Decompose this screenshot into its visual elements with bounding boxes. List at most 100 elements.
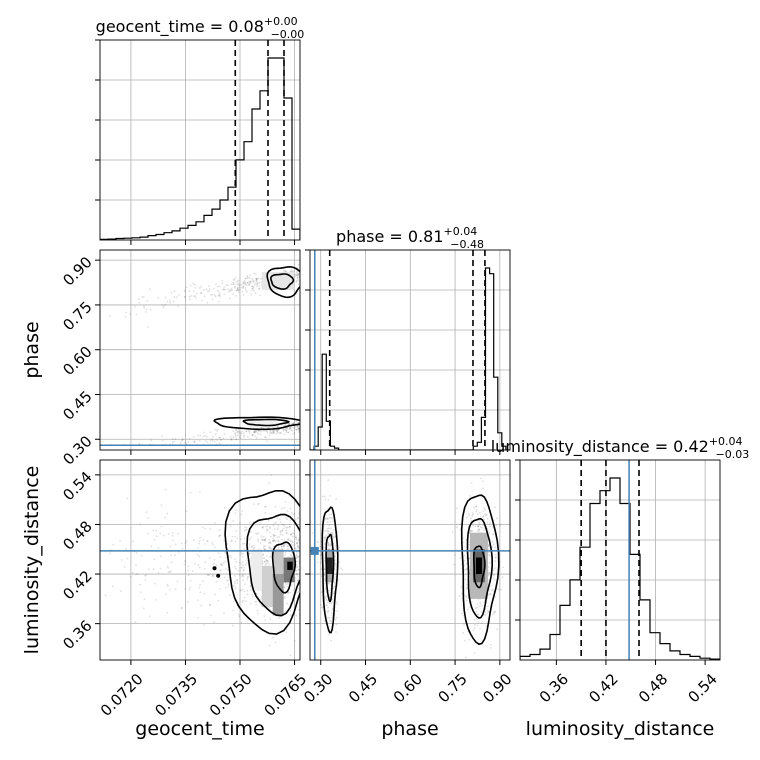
sample-point <box>331 614 334 616</box>
sample-point <box>478 528 480 531</box>
sample-point <box>224 568 227 570</box>
sample-point <box>324 529 327 532</box>
sample-point <box>335 565 338 568</box>
sample-point <box>239 437 242 440</box>
sample-point <box>477 525 480 528</box>
sample-point <box>289 533 292 536</box>
sample-point <box>187 565 190 568</box>
sample-point <box>219 436 221 439</box>
sample-point <box>338 546 340 549</box>
sample-point <box>149 288 152 291</box>
sample-point <box>239 522 241 524</box>
sample-point <box>245 562 248 564</box>
sample-point <box>266 431 269 434</box>
sample-point <box>251 277 254 280</box>
sample-point <box>236 537 238 540</box>
sample-point <box>155 599 158 601</box>
sample-point <box>232 430 235 432</box>
sample-point <box>269 430 271 433</box>
sample-point <box>166 583 169 586</box>
sample-point <box>281 529 284 532</box>
sample-point <box>98 302 100 304</box>
sample-point <box>484 513 486 515</box>
sample-point <box>176 296 178 298</box>
sample-point <box>277 528 279 531</box>
sample-point <box>297 426 299 429</box>
sample-point <box>230 554 232 557</box>
sample-point <box>479 520 481 522</box>
sample-point <box>203 295 206 298</box>
sample-point <box>295 591 298 594</box>
sample-point <box>231 609 234 612</box>
sample-point <box>473 506 475 509</box>
samples-geocent_time-phase <box>98 264 300 446</box>
sample-point <box>157 296 160 299</box>
sample-point <box>272 545 275 548</box>
sample-point <box>291 270 294 272</box>
sample-point <box>483 518 486 521</box>
sample-point <box>264 525 267 528</box>
sample-point <box>492 577 495 580</box>
sample-point <box>221 279 223 282</box>
sample-point <box>241 552 244 555</box>
sample-point <box>219 556 222 558</box>
sample-point <box>225 579 228 582</box>
sample-point <box>290 512 293 515</box>
sample-point <box>220 569 222 571</box>
sample-point <box>198 586 201 589</box>
sample-point <box>258 602 261 604</box>
sample-point <box>223 576 226 579</box>
sample-point <box>267 546 270 549</box>
sample-point <box>470 601 473 603</box>
sample-point <box>150 439 153 442</box>
sample-point <box>284 554 286 556</box>
sample-point <box>293 432 296 434</box>
contour-inner <box>325 533 335 603</box>
sample-point <box>482 510 485 512</box>
sample-point <box>491 588 494 591</box>
sample-point <box>285 631 288 634</box>
sample-point <box>286 545 289 547</box>
sample-point <box>213 621 215 623</box>
sample-point <box>269 542 272 545</box>
sample-point <box>237 614 240 616</box>
sample-point <box>217 300 220 303</box>
sample-point <box>187 441 190 443</box>
sample-point <box>330 602 333 605</box>
sample-point <box>188 295 191 298</box>
sample-point <box>206 540 209 543</box>
sample-point <box>274 540 277 543</box>
sample-point <box>256 277 258 280</box>
sample-point <box>207 289 209 292</box>
sample-point <box>492 575 495 577</box>
sample-point <box>283 270 285 272</box>
title-phase: phase = 0.81+0.04 −0.48 <box>336 225 484 251</box>
sample-point <box>290 426 292 429</box>
sample-point <box>218 442 221 445</box>
sample-point <box>331 533 334 536</box>
sample-point <box>216 439 218 441</box>
sample-point <box>234 586 237 589</box>
sample-point <box>248 552 251 555</box>
sample-point <box>109 552 111 555</box>
sample-point <box>161 435 164 437</box>
sample-point <box>238 436 241 438</box>
sample-point <box>250 281 253 283</box>
sample-point <box>180 439 183 442</box>
sample-point <box>215 564 218 567</box>
sample-point <box>276 536 279 539</box>
sample-point <box>252 595 255 598</box>
sample-point <box>289 614 292 616</box>
density-geocent_time-luminosity_distance <box>250 549 295 616</box>
sample-point <box>291 540 294 543</box>
sample-point <box>468 494 471 497</box>
sample-point <box>203 592 206 595</box>
sample-point <box>474 525 477 528</box>
sample-point <box>459 523 462 526</box>
sample-point <box>245 526 248 529</box>
sample-point <box>279 533 282 535</box>
sample-point <box>243 537 246 540</box>
sample-point <box>465 563 468 565</box>
sample-point <box>264 505 267 508</box>
sample-point <box>167 571 170 574</box>
